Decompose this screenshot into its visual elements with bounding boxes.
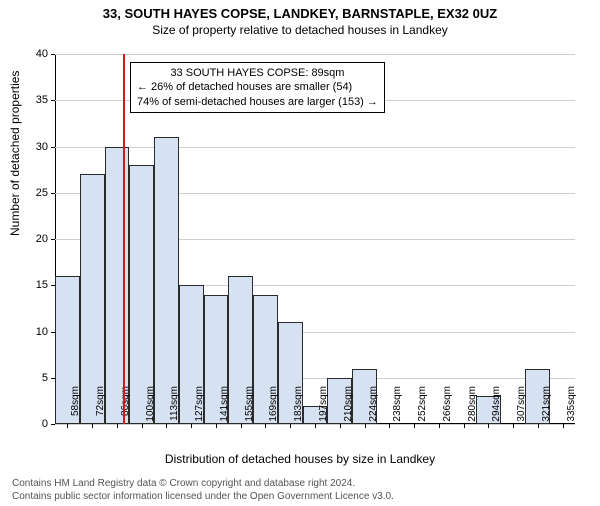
x-tick-label: 294sqm [491,386,502,432]
annotation-line2: ← 26% of detached houses are smaller (54… [137,80,378,94]
x-tick-label: 127sqm [194,386,205,432]
x-tick-mark [464,424,465,428]
x-tick-label: 58sqm [70,386,81,432]
y-tick-label: 40 [0,48,48,60]
y-tick-label: 25 [0,187,48,199]
x-tick-label: 141sqm [219,386,230,432]
x-tick-label: 72sqm [95,386,106,432]
x-tick-label: 280sqm [467,386,478,432]
x-tick-mark [166,424,167,428]
footer-attribution: Contains HM Land Registry data © Crown c… [12,478,394,503]
x-tick-mark [365,424,366,428]
histogram-bar [105,147,130,425]
x-tick-mark [290,424,291,428]
x-tick-mark [241,424,242,428]
x-tick-label: 100sqm [145,386,156,432]
y-tick-label: 30 [0,141,48,153]
x-tick-mark [142,424,143,428]
x-tick-mark [439,424,440,428]
x-tick-mark [488,424,489,428]
reference-line [123,54,125,424]
y-tick-label: 20 [0,233,48,245]
x-tick-label: 169sqm [268,386,279,432]
x-tick-mark [513,424,514,428]
x-tick-label: 307sqm [516,386,527,432]
x-tick-label: 238sqm [392,386,403,432]
y-tick-mark [51,100,55,101]
y-tick-label: 10 [0,326,48,338]
x-tick-label: 266sqm [442,386,453,432]
x-tick-label: 321sqm [541,386,552,432]
x-tick-label: 197sqm [318,386,329,432]
y-tick-label: 0 [0,418,48,430]
plot-region: 58sqm72sqm86sqm100sqm113sqm127sqm141sqm1… [55,54,575,424]
x-tick-label: 252sqm [417,386,428,432]
x-tick-label: 335sqm [566,386,577,432]
y-tick-label: 35 [0,94,48,106]
x-tick-mark [216,424,217,428]
x-tick-label: 86sqm [120,386,131,432]
x-tick-label: 113sqm [169,386,180,432]
annotation-line3: 74% of semi-detached houses are larger (… [137,95,378,109]
y-tick-mark [51,193,55,194]
x-tick-mark [563,424,564,428]
x-tick-mark [67,424,68,428]
x-tick-label: 210sqm [343,386,354,432]
y-tick-label: 5 [0,372,48,384]
x-tick-label: 155sqm [244,386,255,432]
gridline [55,54,575,55]
chart-area: 58sqm72sqm86sqm100sqm113sqm127sqm141sqm1… [55,54,575,424]
x-tick-mark [117,424,118,428]
footer-line2: Contains public sector information licen… [12,491,394,504]
x-tick-label: 224sqm [368,386,379,432]
y-tick-mark [51,424,55,425]
y-tick-mark [51,147,55,148]
y-tick-mark [51,54,55,55]
annotation-line1: 33 SOUTH HAYES COPSE: 89sqm [137,66,378,80]
x-tick-label: 183sqm [293,386,304,432]
title-address: 33, SOUTH HAYES COPSE, LANDKEY, BARNSTAP… [0,6,600,21]
footer-line1: Contains HM Land Registry data © Crown c… [12,478,394,491]
gridline [55,147,575,148]
x-tick-mark [414,424,415,428]
y-tick-mark [51,239,55,240]
x-tick-mark [92,424,93,428]
annotation-box: 33 SOUTH HAYES COPSE: 89sqm← 26% of deta… [130,62,385,113]
x-axis-label: Distribution of detached houses by size … [0,452,600,466]
x-tick-mark [340,424,341,428]
x-tick-mark [265,424,266,428]
histogram-bar [154,137,179,424]
x-tick-mark [389,424,390,428]
x-tick-mark [315,424,316,428]
x-tick-mark [191,424,192,428]
x-tick-mark [538,424,539,428]
y-tick-label: 15 [0,279,48,291]
title-subtitle: Size of property relative to detached ho… [0,23,600,37]
